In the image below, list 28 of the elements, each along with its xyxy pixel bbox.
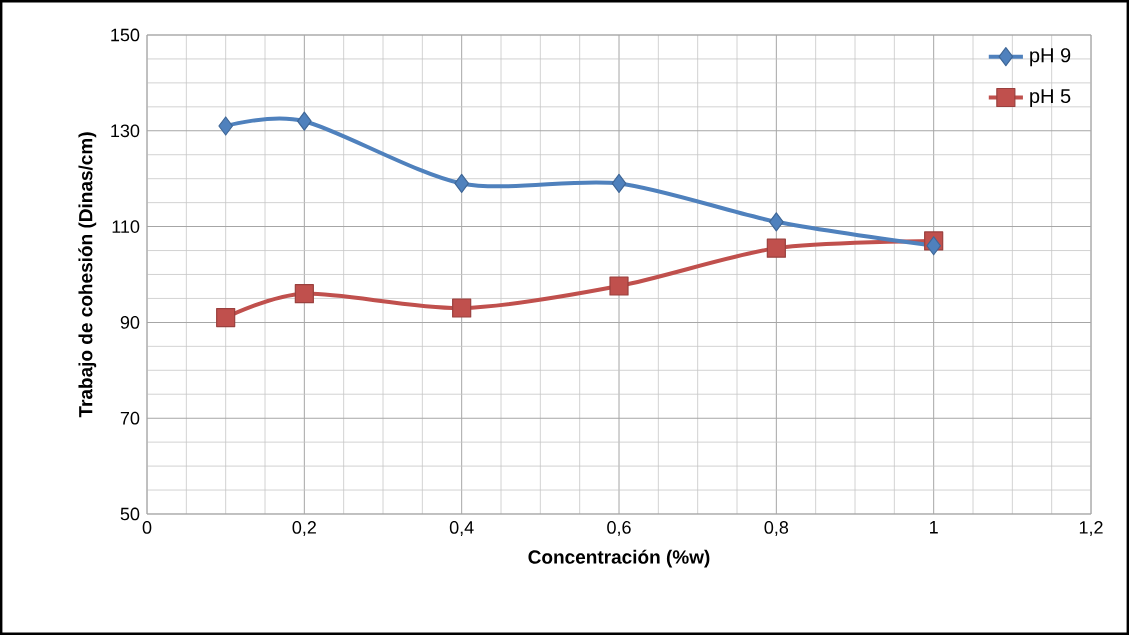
point xyxy=(296,111,312,131)
legend-label: pH 5 xyxy=(1030,89,1071,108)
legend-label: pH 9 xyxy=(1030,48,1071,67)
y-tick-label: 90 xyxy=(120,316,140,329)
x-tick-label: 0,8 xyxy=(764,521,789,536)
x-tick-label: 1 xyxy=(930,521,938,534)
x-tick-label: 0,2 xyxy=(292,521,316,536)
x-tick-label: 0,6 xyxy=(607,521,631,536)
x-tick-label: 0,4 xyxy=(449,521,474,536)
point xyxy=(216,307,236,328)
point xyxy=(452,298,472,318)
x-axis-title: Concentración (%w) xyxy=(528,549,710,568)
y-tick-label: 130 xyxy=(111,124,140,138)
point xyxy=(768,212,784,232)
point xyxy=(611,173,627,194)
point xyxy=(294,284,314,304)
y-axis-title: Trabajo de cohesión (Dinas/cm) xyxy=(78,132,97,418)
y-tick-label: 110 xyxy=(112,220,140,233)
y-tick-label: 50 xyxy=(120,507,140,521)
point xyxy=(454,173,470,194)
x-tick-label: 0 xyxy=(142,521,152,534)
point xyxy=(218,116,234,136)
point xyxy=(926,236,942,256)
point xyxy=(609,276,629,296)
point xyxy=(766,238,786,258)
y-tick-label: 70 xyxy=(120,411,140,425)
y-tick-label: 150 xyxy=(111,28,140,42)
x-tick-label: 1,2 xyxy=(1079,521,1103,536)
